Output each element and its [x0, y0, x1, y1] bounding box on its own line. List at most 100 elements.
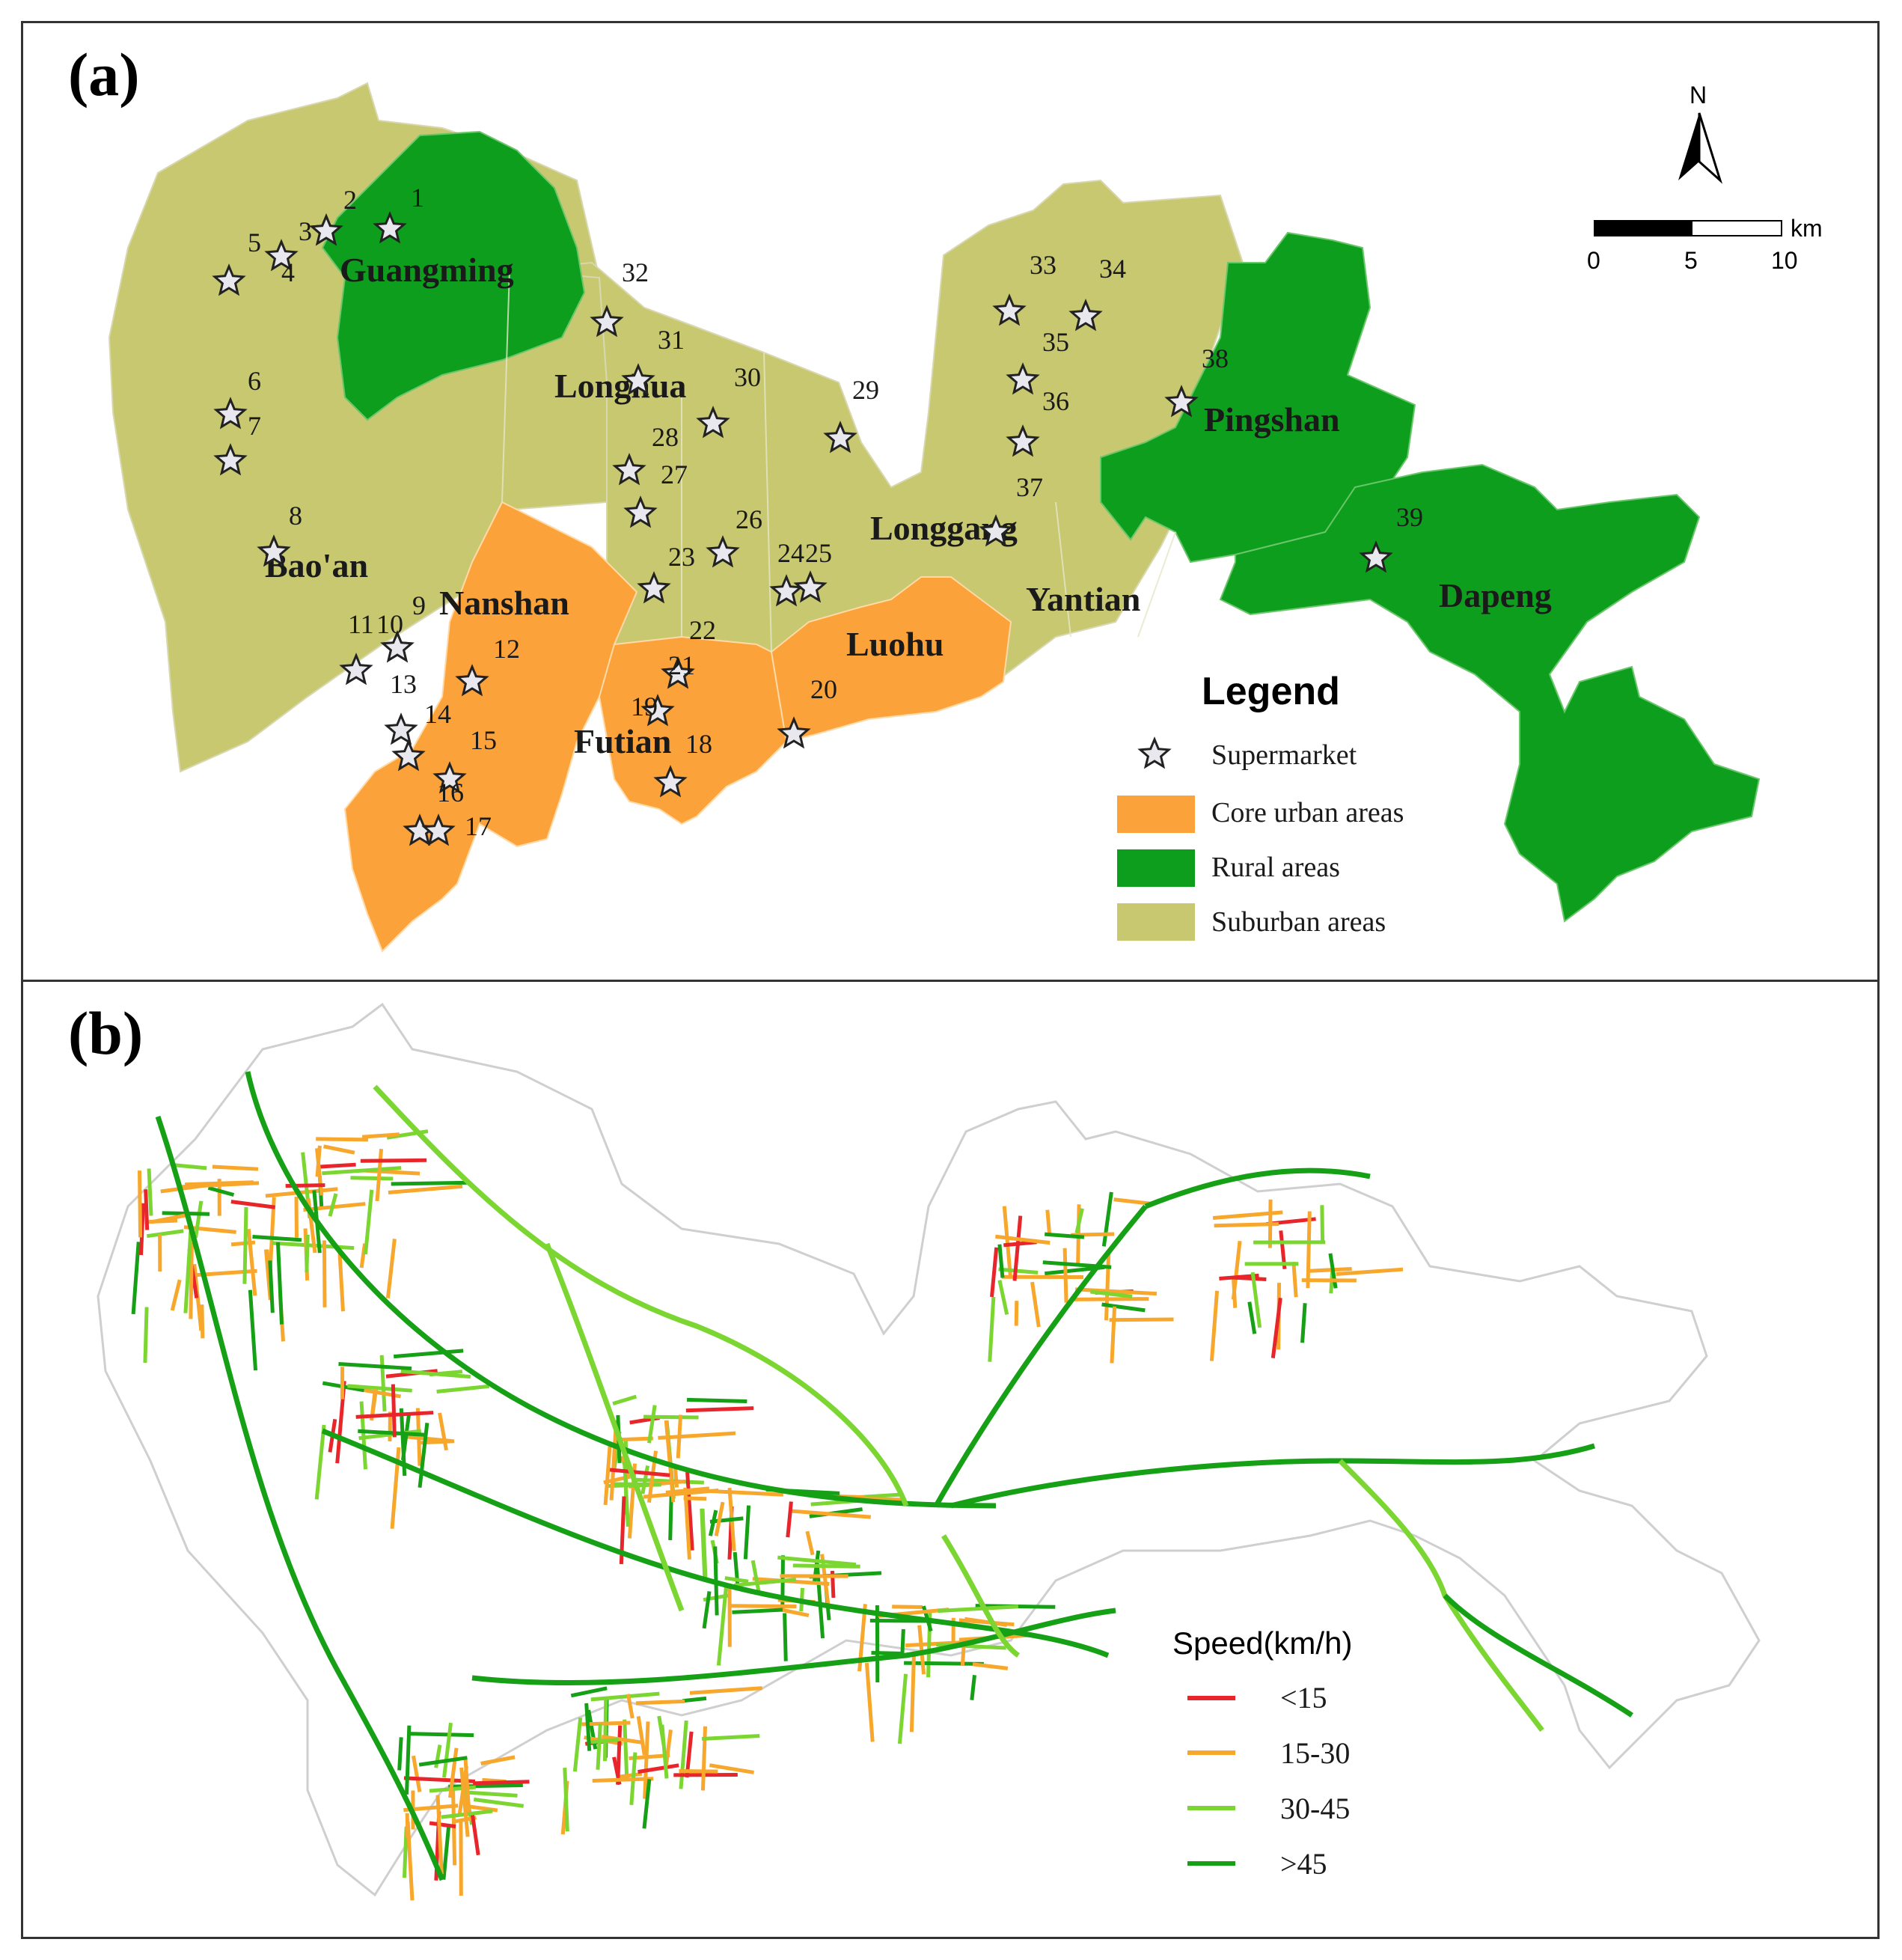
- supermarket-star-icon-14: [391, 739, 426, 772]
- road-segment: [658, 1431, 736, 1440]
- road-segment: [683, 1487, 691, 1560]
- road-segment: [207, 1185, 235, 1197]
- road-segment: [1002, 1206, 1012, 1276]
- supermarket-star-icon-23: [637, 571, 671, 604]
- district-label-pingshan: Pingshan: [1204, 400, 1340, 439]
- highway-road: [471, 1608, 1116, 1686]
- highway-road: [1338, 1459, 1544, 1732]
- scale-tick-10: 10: [1771, 247, 1798, 274]
- road-segment: [412, 1755, 422, 1792]
- core-urban-luohu-region: [770, 576, 1012, 743]
- district-labels: Guangming Bao'an Longhua Nanshan Futian …: [265, 251, 1552, 760]
- supermarket-star-icon-3: [309, 213, 343, 246]
- road-segment: [1214, 1221, 1279, 1228]
- road-segment: [435, 1795, 444, 1875]
- road-segment: [864, 1663, 875, 1742]
- road-segment: [668, 1493, 673, 1541]
- district-label-guangming: Guangming: [340, 251, 514, 289]
- road-segment: [700, 1726, 708, 1791]
- road-segment: [724, 1576, 749, 1584]
- road-segment: [1212, 1210, 1283, 1220]
- road-segment: [138, 1170, 143, 1238]
- road-segment: [612, 1394, 637, 1406]
- road-segment: [917, 1625, 926, 1675]
- supermarket-star-icon-39: [1359, 540, 1393, 573]
- road-segment: [436, 1384, 489, 1393]
- road-segment: [385, 1239, 397, 1298]
- road-segment: [328, 1193, 338, 1217]
- road-segment: [471, 1815, 480, 1856]
- road-segment: [687, 1397, 747, 1403]
- road-segment: [316, 1137, 368, 1142]
- road-segment: [601, 1735, 642, 1744]
- road-segment: [305, 1234, 310, 1273]
- supermarket-number-6: 6: [248, 366, 261, 396]
- legend-swatch-core-urban: [1117, 796, 1195, 833]
- road-segment: [315, 1148, 324, 1196]
- road-segment: [603, 1443, 612, 1506]
- road-segment: [664, 1420, 676, 1503]
- road-segment: [400, 1369, 471, 1379]
- map-panel-a: (a) N 0 5 10 km Guangming Bao'an Longhua…: [21, 21, 1880, 982]
- road-segment: [647, 1405, 657, 1444]
- road-segment: [337, 1248, 345, 1312]
- road-segment: [714, 1501, 725, 1536]
- road-segment: [790, 1509, 871, 1519]
- road-segment: [732, 1608, 783, 1614]
- supermarket-number-8: 8: [289, 501, 302, 531]
- road-segment: [404, 1725, 412, 1795]
- road-segment: [409, 1732, 474, 1738]
- supermarket-number-35: 35: [1042, 327, 1069, 357]
- road-segment: [322, 1166, 402, 1176]
- road-segment: [728, 1604, 797, 1609]
- map-a-svg: (a) N 0 5 10 km Guangming Bao'an Longhua…: [68, 40, 1823, 953]
- road-segment: [480, 1755, 516, 1765]
- rural-guangming-region: [321, 130, 586, 421]
- speed-legend-item-lt15: <15: [1280, 1681, 1327, 1715]
- road-segment: [144, 1189, 150, 1230]
- road-segment: [572, 1717, 583, 1772]
- road-segment: [405, 1813, 410, 1838]
- road-segment: [1291, 1261, 1298, 1298]
- road-segment: [184, 1180, 254, 1187]
- road-segment: [1101, 1191, 1113, 1247]
- road-segment: [815, 1560, 825, 1639]
- road-segment: [322, 1144, 355, 1155]
- road-segment: [388, 1184, 463, 1194]
- highway-road: [155, 1115, 445, 1881]
- road-segment: [590, 1738, 619, 1744]
- map-b-svg: (b) Speed(km/h) <15 15-30 30-45 >45: [68, 999, 1761, 1901]
- road-segment: [358, 1429, 426, 1437]
- district-boundaries: [501, 269, 1176, 653]
- supermarket-stars: [212, 211, 1393, 846]
- supermarket-number-7: 7: [248, 411, 261, 441]
- road-segment: [584, 1703, 592, 1751]
- supermarket-star-icon-12: [455, 664, 489, 697]
- road-segment: [1320, 1205, 1325, 1241]
- road-segment: [700, 1508, 707, 1581]
- road-segment: [248, 1289, 258, 1371]
- supermarket-number-34: 34: [1099, 254, 1126, 284]
- road-segment: [160, 1182, 215, 1194]
- supermarket-number-17: 17: [465, 811, 492, 841]
- road-segment: [355, 1411, 434, 1419]
- road-segment: [418, 1756, 468, 1767]
- supermarket-number-19: 19: [631, 692, 658, 721]
- supermarket-number-9: 9: [412, 590, 426, 620]
- road-segment: [242, 1207, 248, 1284]
- district-label-longhua: Longhua: [554, 367, 686, 405]
- supermarket-star-icon-17: [421, 813, 456, 846]
- supermarket-star-icon-34: [1068, 299, 1103, 332]
- road-segment: [1300, 1303, 1307, 1343]
- supermarket-star-icon-4: [264, 239, 299, 272]
- scale-tick-0: 0: [1587, 247, 1600, 274]
- road-segment: [194, 1200, 204, 1239]
- supermarket-star-icon-7: [213, 443, 248, 476]
- road-segment: [375, 1149, 384, 1202]
- panel-a-label: (a): [68, 40, 140, 109]
- road-segment: [716, 1587, 728, 1666]
- road-segment: [607, 1468, 670, 1477]
- supermarket-star-icon-20: [777, 716, 811, 749]
- supermarket-number-2: 2: [343, 185, 357, 215]
- supermarket-star-icon-33: [992, 293, 1027, 326]
